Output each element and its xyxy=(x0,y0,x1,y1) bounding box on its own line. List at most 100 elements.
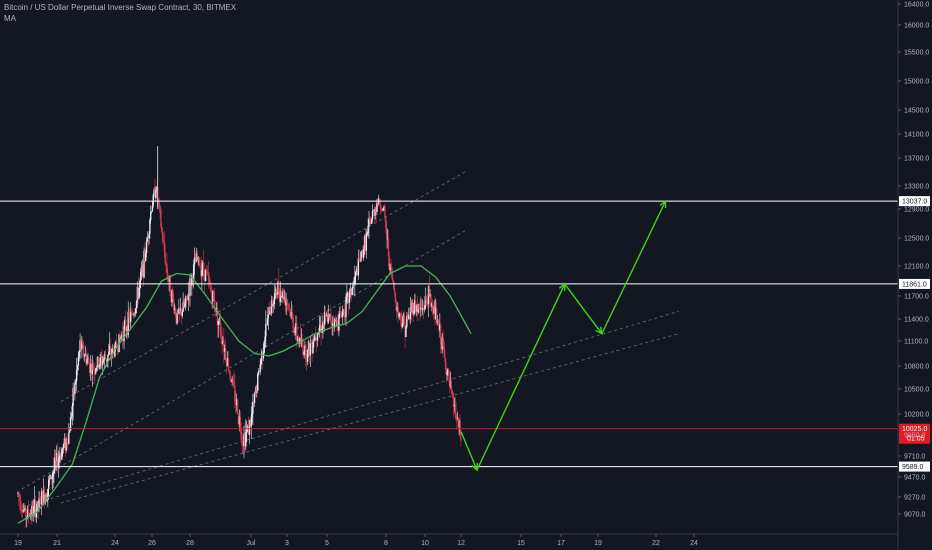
candle-body xyxy=(290,312,293,317)
candle-body xyxy=(43,489,46,504)
candle-body xyxy=(427,301,429,305)
candle-body xyxy=(425,296,427,301)
candle-body xyxy=(34,499,37,518)
time-axis: 19 21 24 26 28 Jul 3 5 8 10 12 15 17 19 22 24 xyxy=(0,533,898,547)
candle-body xyxy=(76,365,79,371)
candle-body xyxy=(435,308,437,320)
candle-body xyxy=(430,294,432,307)
candle-body xyxy=(280,291,282,297)
candle-body xyxy=(173,299,175,311)
candle-body xyxy=(168,275,171,282)
candle-body xyxy=(48,479,50,489)
candle-body xyxy=(136,286,139,301)
candle-body xyxy=(163,241,166,252)
candle-body xyxy=(256,386,258,391)
candle-body xyxy=(445,369,448,375)
candle-body xyxy=(40,491,43,505)
candle-body xyxy=(124,319,126,327)
candle-body xyxy=(220,331,222,337)
candle-body xyxy=(112,348,114,350)
candle-body xyxy=(309,342,311,356)
candle-body xyxy=(186,299,189,301)
candle-body xyxy=(301,338,303,346)
candle-body xyxy=(390,263,392,268)
candle-body xyxy=(31,505,33,517)
candle-body xyxy=(247,426,250,435)
candle-body xyxy=(32,505,34,515)
candle-body xyxy=(283,296,286,300)
candle-body xyxy=(47,488,49,499)
candle-body xyxy=(416,305,419,313)
price-countdown: 01:05 xyxy=(907,436,925,443)
candle-body xyxy=(166,263,168,274)
candle-body xyxy=(150,212,152,221)
candle-body xyxy=(193,257,196,265)
candle-body xyxy=(399,313,401,315)
candle-body xyxy=(328,314,330,317)
candle-body xyxy=(414,300,417,312)
candle-body xyxy=(113,349,115,357)
candle-body xyxy=(108,346,111,352)
candle-body xyxy=(456,418,458,420)
candle-body xyxy=(353,282,355,284)
candle-body xyxy=(295,323,297,332)
candle-body xyxy=(383,206,385,209)
candle-body xyxy=(128,311,130,318)
candle-body xyxy=(151,205,154,212)
candle-body xyxy=(74,383,76,395)
candle-body xyxy=(354,276,356,283)
moving-average xyxy=(17,265,472,524)
candle-body xyxy=(205,269,208,272)
candle-body xyxy=(25,508,27,519)
horizontal-levels: 13037.0 11861.0 9589.0 10025.0 01:05 xyxy=(0,196,930,472)
candle-body xyxy=(245,432,247,447)
x-tick-label: 28 xyxy=(186,540,194,547)
candle-body xyxy=(208,276,210,283)
candle-body xyxy=(140,270,143,272)
candle-body xyxy=(317,332,320,334)
candle-body xyxy=(126,328,129,336)
candle-body xyxy=(50,475,53,480)
channel-line xyxy=(60,171,466,402)
candle-body xyxy=(311,343,313,354)
indicator-label[interactable]: MA xyxy=(4,14,16,23)
candle-body xyxy=(306,349,309,362)
candle-body xyxy=(297,338,300,344)
candle-body xyxy=(24,508,26,511)
candle-body xyxy=(17,492,19,494)
candle-body xyxy=(389,263,391,270)
candle-body xyxy=(38,498,40,508)
candle-body xyxy=(250,416,252,427)
candle-body xyxy=(366,233,368,235)
candle-body xyxy=(198,257,200,266)
candle-body xyxy=(228,370,231,372)
candle-body xyxy=(71,405,73,417)
candle-body xyxy=(233,382,235,386)
level-label-box xyxy=(899,461,930,472)
candle-body xyxy=(370,218,373,225)
candle-body xyxy=(214,310,217,312)
candle-body xyxy=(320,325,322,333)
candle-body xyxy=(49,475,52,479)
candle-body xyxy=(452,397,455,407)
candle-body xyxy=(183,302,185,307)
candle-body xyxy=(117,349,119,352)
candle-body xyxy=(108,351,110,355)
candle-body xyxy=(93,370,95,371)
candle-body xyxy=(235,399,238,406)
candle-body xyxy=(421,307,423,310)
candle-body xyxy=(94,370,96,374)
candle-body xyxy=(270,311,272,314)
candle-body xyxy=(334,318,337,322)
candle-body xyxy=(377,203,379,204)
candle-body xyxy=(279,291,282,303)
candle-body xyxy=(101,357,103,366)
candle-body xyxy=(155,187,158,191)
candle-body xyxy=(442,336,444,347)
candle-body xyxy=(177,312,179,314)
candle-body xyxy=(312,341,314,354)
arrow-segment xyxy=(601,200,667,334)
candle-body xyxy=(408,315,411,320)
candle-body xyxy=(119,334,121,338)
